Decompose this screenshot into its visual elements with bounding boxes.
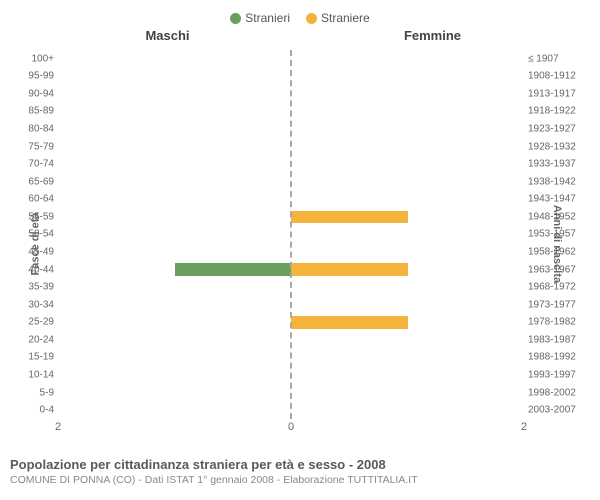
age-label: 100+ [12,53,54,64]
age-label: 45-49 [12,247,54,258]
birth-year-label: ≤ 1907 [528,53,588,64]
bar-male [175,263,292,275]
age-label: 75-79 [12,141,54,152]
birth-year-label: 1998-2002 [528,387,588,398]
birth-year-label: 1928-1932 [528,141,588,152]
age-label: 15-19 [12,352,54,363]
age-label: 55-59 [12,211,54,222]
birth-year-label: 1953-1957 [528,229,588,240]
footer: Popolazione per cittadinanza straniera p… [10,457,418,486]
birth-year-label: 1988-1992 [528,352,588,363]
birth-year-label: 1978-1982 [528,317,588,328]
plot-area: 100+≤ 190795-991908-191290-941913-191785… [58,50,524,419]
birth-year-label: 1948-1952 [528,211,588,222]
bar-female [291,263,408,275]
x-tick-label: 0 [288,421,294,433]
birth-year-label: 1968-1972 [528,282,588,293]
birth-year-label: 1958-1962 [528,247,588,258]
age-label: 0-4 [12,405,54,416]
legend-dot-icon [306,13,317,24]
x-tick-label: 2 [521,421,527,433]
legend-label: Stranieri [245,11,290,25]
birth-year-label: 1993-1997 [528,370,588,381]
birth-year-label: 1983-1987 [528,334,588,345]
age-label: 35-39 [12,282,54,293]
bar-female [291,211,408,223]
legend-item-straniere: Straniere [306,11,370,25]
birth-year-label: 1933-1937 [528,159,588,170]
birth-year-label: 1973-1977 [528,299,588,310]
birth-year-label: 2003-2007 [528,405,588,416]
birth-year-label: 1918-1922 [528,106,588,117]
age-label: 50-54 [12,229,54,240]
legend-dot-icon [230,13,241,24]
age-label: 60-64 [12,194,54,205]
birth-year-label: 1963-1967 [528,264,588,275]
age-label: 95-99 [12,71,54,82]
center-line [290,50,292,419]
header-female: Femmine [300,28,590,43]
age-label: 65-69 [12,176,54,187]
age-label: 10-14 [12,370,54,381]
age-label: 30-34 [12,299,54,310]
age-label: 70-74 [12,159,54,170]
legend-label: Straniere [321,11,370,25]
bar-female [291,316,408,328]
header-male: Maschi [10,28,300,43]
age-label: 40-44 [12,264,54,275]
age-label: 85-89 [12,106,54,117]
age-label: 80-84 [12,124,54,135]
legend: Stranieri Straniere [10,8,590,28]
age-label: 25-29 [12,317,54,328]
x-tick-label: 2 [55,421,61,433]
footer-source: COMUNE DI PONNA (CO) - Dati ISTAT 1° gen… [10,474,418,486]
age-label: 20-24 [12,334,54,345]
birth-year-label: 1923-1927 [528,124,588,135]
footer-title: Popolazione per cittadinanza straniera p… [10,457,418,472]
birth-year-label: 1908-1912 [528,71,588,82]
age-label: 90-94 [12,88,54,99]
column-headers: Maschi Femmine [10,28,590,46]
age-label: 5-9 [12,387,54,398]
chart-area: Fasce di età Anni di nascita 100+≤ 19079… [10,46,590,441]
birth-year-label: 1943-1947 [528,194,588,205]
legend-item-stranieri: Stranieri [230,11,290,25]
chart-container: Stranieri Straniere Maschi Femmine Fasce… [0,0,600,500]
birth-year-label: 1913-1917 [528,88,588,99]
x-ticks: 2 0 2 [58,421,524,439]
birth-year-label: 1938-1942 [528,176,588,187]
